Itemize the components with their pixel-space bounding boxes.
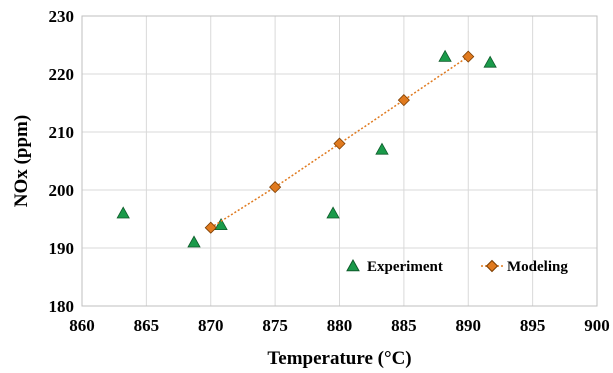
x-tick-label: 860 [69, 316, 95, 335]
y-tick-label: 200 [49, 181, 75, 200]
x-tick-label: 885 [391, 316, 417, 335]
x-tick-label: 875 [262, 316, 288, 335]
x-tick-label: 895 [520, 316, 546, 335]
x-tick-label: 865 [134, 316, 160, 335]
experiment-point [326, 206, 340, 219]
y-axis-title: NOx (ppm) [11, 115, 32, 207]
x-axis-title: Temperature (°C) [267, 348, 411, 369]
legend-item-experiment: Experiment [346, 258, 443, 275]
y-tick-label: 210 [49, 123, 75, 142]
legend-label-experiment: Experiment [367, 259, 443, 275]
legend: Experiment Modeling [346, 258, 568, 275]
y-tick-label: 230 [49, 7, 75, 26]
modeling-point [269, 181, 282, 194]
x-tick-label: 880 [327, 316, 353, 335]
modeling-point [204, 221, 217, 234]
series-experiment [116, 49, 497, 248]
legend-label-modeling: Modeling [507, 259, 568, 275]
experiment-point [375, 142, 389, 155]
experiment-point [438, 49, 452, 62]
x-axis-ticks: 860 865 870 875 880 885 890 895 900 [69, 316, 610, 335]
y-tick-label: 180 [49, 297, 75, 316]
legend-marker-modeling [485, 259, 499, 273]
legend-item-modeling: Modeling [481, 259, 568, 275]
legend-marker-experiment [346, 258, 360, 272]
experiment-point [116, 206, 130, 219]
series-layer [116, 49, 497, 248]
modeling-point [333, 137, 346, 150]
y-tick-label: 220 [49, 65, 75, 84]
experiment-point [483, 55, 497, 68]
modeling-point [397, 94, 410, 107]
experiment-point [187, 235, 201, 248]
series-modeling [204, 50, 475, 234]
x-tick-label: 870 [198, 316, 224, 335]
experiment-point [214, 217, 228, 231]
x-tick-label: 890 [456, 316, 482, 335]
modeling-point [462, 50, 475, 63]
x-tick-label: 900 [584, 316, 610, 335]
plot-frame [81, 15, 598, 307]
y-tick-label: 190 [49, 239, 75, 258]
y-axis-ticks: 180 190 200 210 220 230 [49, 7, 75, 316]
